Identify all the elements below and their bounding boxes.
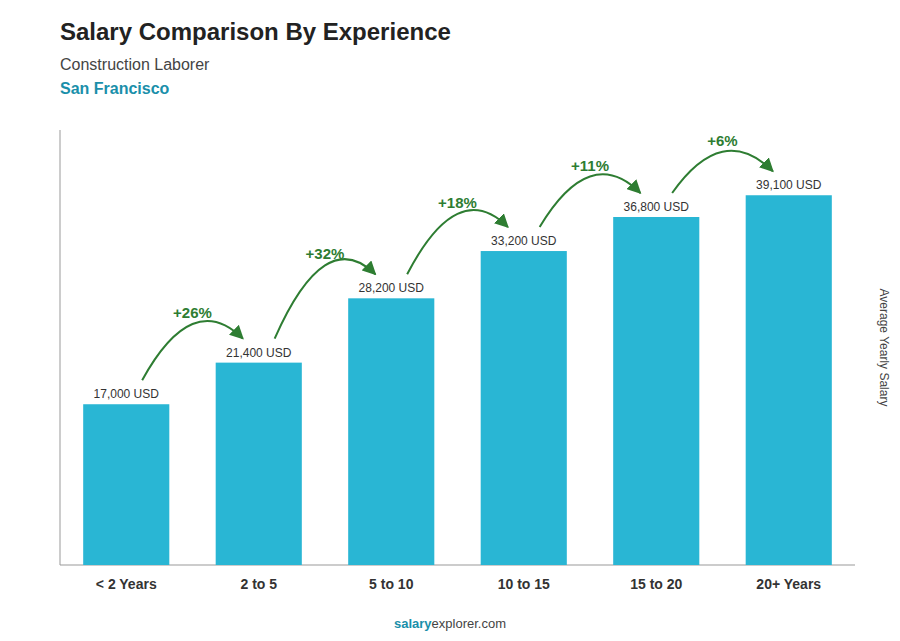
title: Salary Comparison By Experience <box>60 18 451 45</box>
annotation: +32% <box>306 245 345 262</box>
subtitle: San Francisco <box>60 80 170 97</box>
bars <box>83 195 832 565</box>
bar <box>348 298 434 565</box>
data-label: 28,200 USD <box>359 281 425 295</box>
bar <box>613 217 699 565</box>
x-tick-label: 10 to 15 <box>498 576 550 592</box>
bar <box>746 195 832 565</box>
x-tick-label: 20+ Years <box>756 576 821 592</box>
x-tick-label: 5 to 10 <box>369 576 414 592</box>
arrow <box>540 174 641 227</box>
bar <box>83 404 169 565</box>
arrow <box>672 151 773 193</box>
arrow <box>275 259 376 339</box>
y-axis-label: Average Yearly Salary <box>877 289 891 407</box>
footer-part: explorer.com <box>432 616 506 631</box>
data-label: 36,800 USD <box>624 200 690 214</box>
annotation: +18% <box>438 194 477 211</box>
chart-svg: Salary Comparison By Experience Construct… <box>0 0 900 641</box>
chart-container: Salary Comparison By Experience Construct… <box>0 0 900 641</box>
annotation: +6% <box>707 132 737 149</box>
x-axis-line <box>60 565 855 566</box>
x-tick-label: < 2 Years <box>96 576 157 592</box>
x-tick-label: 2 to 5 <box>240 576 277 592</box>
data-label: 39,100 USD <box>756 178 822 192</box>
arrow <box>142 321 243 380</box>
data-label: 21,400 USD <box>226 346 292 360</box>
footer: salaryexplorer.com <box>394 616 506 631</box>
annotation: +11% <box>571 157 609 174</box>
data-label: 33,200 USD <box>491 234 557 248</box>
arrow <box>407 210 508 274</box>
x-tick-label: 15 to 20 <box>630 576 682 592</box>
annotation: +26% <box>173 304 212 321</box>
subtitle: Construction Laborer <box>60 56 210 73</box>
bar <box>481 251 567 565</box>
data-label: 17,000 USD <box>94 387 160 401</box>
bar <box>216 363 302 565</box>
footer-part: salary <box>394 616 432 631</box>
y-axis-line <box>60 130 61 565</box>
